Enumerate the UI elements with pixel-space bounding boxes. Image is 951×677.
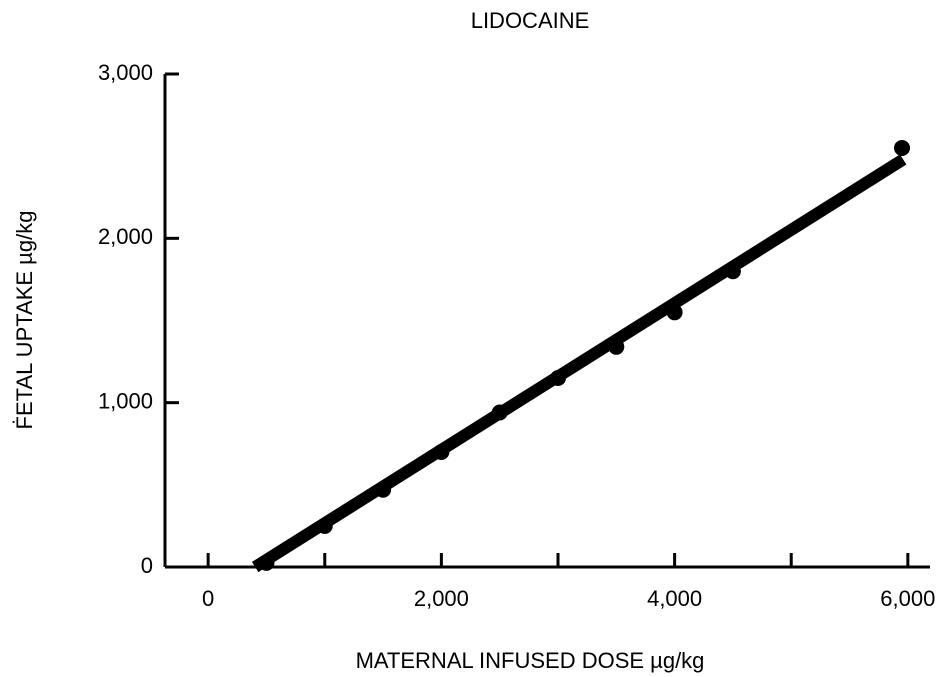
chart-title: LIDOCAINE bbox=[471, 8, 590, 33]
fit-line bbox=[251, 154, 907, 573]
data-point bbox=[666, 304, 683, 321]
y-tick-label: 2,000 bbox=[98, 224, 153, 249]
y-axis-label: ḞETAL UPTAKE µg/kg bbox=[12, 211, 37, 430]
y-tick-label: 3,000 bbox=[98, 60, 153, 85]
data-point bbox=[375, 481, 392, 498]
y-tick-label: 0 bbox=[141, 553, 153, 578]
x-tick-label: 0 bbox=[202, 586, 214, 611]
data-point bbox=[724, 263, 741, 280]
data-point bbox=[258, 554, 275, 571]
data-point bbox=[491, 404, 508, 421]
x-tick-label: 4,000 bbox=[647, 586, 702, 611]
x-tick-label: 6,000 bbox=[880, 586, 935, 611]
data-point bbox=[608, 338, 625, 355]
x-tick-label: 2,000 bbox=[414, 586, 469, 611]
y-tick-label: 1,000 bbox=[98, 388, 153, 413]
data-point bbox=[894, 139, 911, 156]
data-point bbox=[549, 370, 566, 387]
data-point bbox=[433, 443, 450, 460]
data-point bbox=[316, 517, 333, 534]
x-axis-label: MATERNAL INFUSED DOSE µg/kg bbox=[356, 648, 705, 673]
